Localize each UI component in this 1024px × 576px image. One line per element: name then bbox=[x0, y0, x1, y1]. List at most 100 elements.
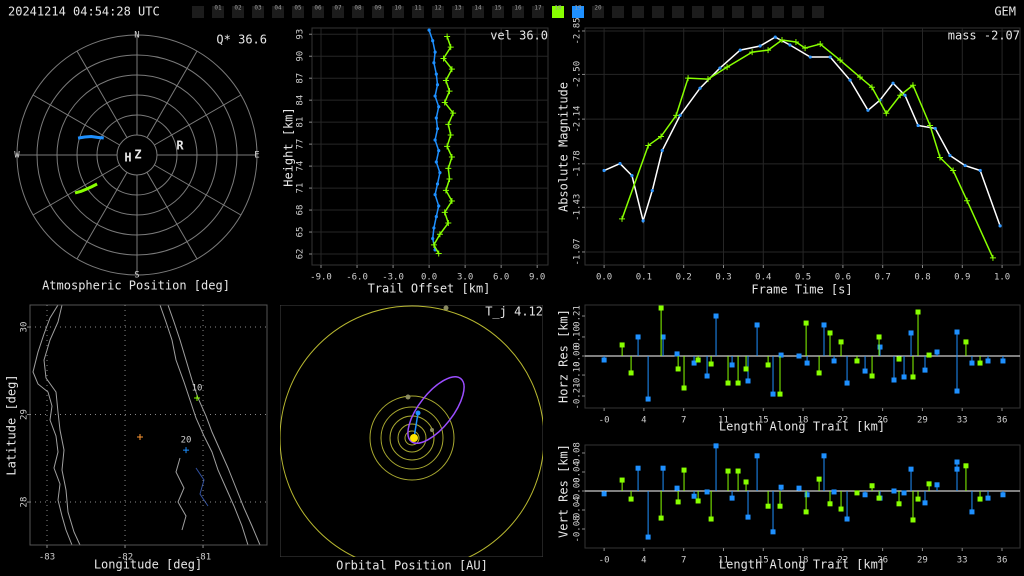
stem-head bbox=[675, 499, 681, 505]
orbit-ring bbox=[404, 430, 420, 446]
point-marker bbox=[948, 153, 952, 158]
point-marker bbox=[445, 121, 452, 128]
frame-box bbox=[812, 6, 824, 18]
point-marker bbox=[136, 434, 143, 441]
point-marker bbox=[618, 161, 622, 166]
y-axis-label: Horz Res [km] bbox=[557, 309, 571, 403]
frame-label: 13 bbox=[454, 5, 462, 12]
x-tick-label: 18 bbox=[798, 416, 809, 426]
stem-head bbox=[725, 468, 731, 474]
stem-head bbox=[954, 388, 960, 394]
point-marker bbox=[441, 99, 448, 106]
stem-head bbox=[838, 339, 844, 345]
point-marker bbox=[963, 163, 967, 168]
stem-head bbox=[743, 479, 749, 485]
point-marker bbox=[602, 168, 606, 173]
point-marker bbox=[792, 39, 799, 46]
frame-box bbox=[492, 6, 504, 18]
x-axis-label: Orbital Position [AU] bbox=[336, 559, 488, 573]
point-marker bbox=[897, 92, 904, 99]
point-marker bbox=[765, 47, 772, 54]
x-tick-label: 3.0 bbox=[457, 273, 473, 283]
x-tick-label: 4 bbox=[641, 556, 646, 566]
stem-head bbox=[674, 351, 680, 357]
stem-head bbox=[601, 491, 607, 497]
x-tick-label: 0.3 bbox=[715, 273, 731, 283]
point-marker bbox=[883, 110, 890, 117]
frame-box bbox=[552, 6, 564, 18]
point-marker bbox=[450, 110, 457, 117]
y-tick-label: -2.85 bbox=[573, 17, 583, 44]
stem-head bbox=[754, 322, 760, 328]
x-tick-label: -81 bbox=[195, 553, 211, 563]
stem-head bbox=[658, 305, 664, 311]
point-marker bbox=[436, 231, 443, 238]
x-tick-label: 11 bbox=[718, 416, 729, 426]
point-marker bbox=[441, 209, 448, 216]
point-marker bbox=[446, 88, 453, 95]
x-tick-label: 0.0 bbox=[421, 273, 437, 283]
point-marker bbox=[916, 123, 920, 128]
frame-label: 06 bbox=[314, 5, 322, 12]
frame-box bbox=[752, 6, 764, 18]
y-tick-label: -1.43 bbox=[573, 194, 583, 221]
frame-box bbox=[412, 6, 424, 18]
stem-head bbox=[862, 492, 868, 498]
frame-box bbox=[212, 6, 224, 18]
stem-head bbox=[876, 334, 882, 340]
orbit-diagram bbox=[280, 305, 543, 557]
stem-head bbox=[754, 453, 760, 459]
stem-head bbox=[675, 366, 681, 372]
frame-box bbox=[612, 6, 624, 18]
y-tick-label: 30 bbox=[20, 322, 30, 333]
point-marker bbox=[433, 94, 437, 98]
x-tick-label: -3.0 bbox=[382, 273, 404, 283]
stem-head bbox=[969, 509, 975, 515]
stem-head bbox=[1000, 358, 1006, 364]
x-axis-label: Longitude [deg] bbox=[94, 558, 202, 572]
plot-frame bbox=[311, 27, 549, 266]
frame-box bbox=[272, 6, 284, 18]
point-marker bbox=[817, 41, 824, 48]
x-tick-label: 9.0 bbox=[529, 273, 545, 283]
stem-head bbox=[635, 334, 641, 340]
y-axis-label: Absolute Magnitude bbox=[557, 82, 571, 212]
compass-label: N bbox=[134, 31, 139, 41]
stem-head bbox=[926, 352, 932, 358]
x-tick-label: -0 bbox=[599, 416, 610, 426]
stem-head bbox=[926, 481, 932, 487]
point-marker bbox=[857, 74, 864, 81]
frame-box bbox=[712, 6, 724, 18]
frame-box bbox=[252, 6, 264, 18]
stem-head bbox=[934, 482, 940, 488]
stem-head bbox=[977, 496, 983, 502]
stem-head bbox=[804, 360, 810, 366]
stem-head bbox=[695, 357, 701, 363]
stem-head bbox=[708, 516, 714, 522]
x-tick-label: 22 bbox=[837, 416, 848, 426]
y-tick-label: 87 bbox=[296, 73, 306, 84]
y-tick-label: 93 bbox=[296, 29, 306, 40]
marker-label: 10 bbox=[192, 384, 203, 394]
stem-head bbox=[910, 517, 916, 523]
stem-head bbox=[804, 492, 810, 498]
stem-head bbox=[735, 380, 741, 386]
x-tick-label: -6.0 bbox=[346, 273, 368, 283]
spoke bbox=[32, 164, 120, 216]
point-marker bbox=[430, 241, 437, 248]
coastline bbox=[32, 305, 261, 545]
x-tick-label: 0.5 bbox=[795, 273, 811, 283]
y-tick-label: 0.04 bbox=[573, 461, 583, 483]
point-marker bbox=[758, 44, 762, 48]
x-axis-label: Trail Offset [km] bbox=[368, 282, 491, 296]
reference-marker: R bbox=[176, 139, 184, 153]
trail bbox=[77, 135, 104, 140]
stem-head bbox=[954, 466, 960, 472]
plot-frame bbox=[29, 304, 268, 546]
series-line bbox=[621, 39, 994, 259]
y-tick-label: 84 bbox=[296, 95, 306, 106]
point-marker bbox=[933, 126, 937, 131]
x-tick-label: 0.2 bbox=[676, 273, 692, 283]
stem-head bbox=[770, 529, 776, 535]
y-tick-label: -1.07 bbox=[573, 238, 583, 265]
